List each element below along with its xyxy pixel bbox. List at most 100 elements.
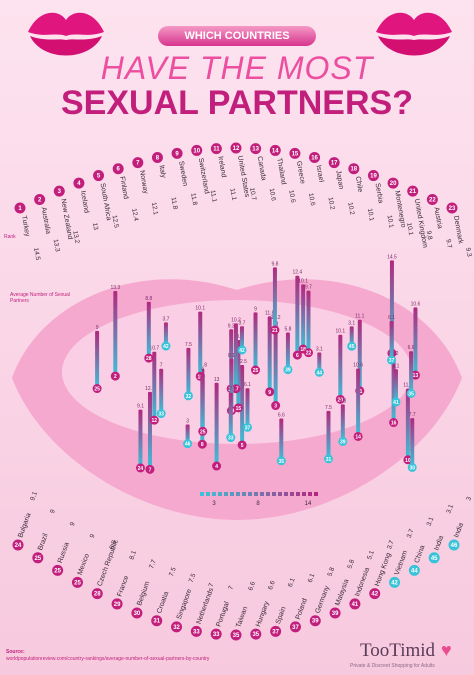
rank-badge [309,615,321,627]
map-bar-rank: 8 [201,442,204,448]
map-bar-rect [405,388,410,460]
map-bar-badge [335,394,345,404]
value-label: 11.1 [209,190,218,204]
map-bar-badge [226,433,236,443]
map-bar-badge [323,454,333,464]
country-label: Indonesia [354,567,371,598]
value-label: 10.2 [327,197,336,211]
map-bar-badge [347,341,357,351]
map-bar-rank: 37 [245,425,251,431]
scale-swatch [248,492,252,496]
rank-number: 11 [213,147,220,153]
value-label: 9 [69,521,77,527]
map-bar-rect [393,369,398,402]
top-entry: 19 Serbia 10.1 [367,170,395,229]
map-bar-badge [387,355,397,365]
rank-badge [349,598,361,610]
map-bar-rect [267,316,272,392]
rank-badge [14,202,26,214]
value-label: 5.1 [366,549,376,560]
title-line-1: HAVE THE MOST [100,50,374,86]
map-bar-value: 6.1 [244,382,251,388]
value-label: 13 [91,222,99,231]
map-bar-rect [295,275,300,356]
map-bar-value: 10.6 [411,301,421,307]
value-label: 10.7 [248,187,257,201]
country-label: Chile [354,176,364,193]
scale-swatch [296,492,300,496]
country-label: Thailand [275,158,287,186]
map-bar-badge [144,353,154,363]
country-label: Vietnam [394,550,409,577]
map-bar-value: 8.1 [228,353,235,359]
bottom-entry: 25 Mexico 9 [71,533,97,588]
map-bar-value: 8.8 [145,296,152,302]
top-entry: 11 Ireland 11.1 [210,143,237,201]
bottom-entry: 41 Indonesia 5.1 [349,549,376,610]
rank-badge [91,588,103,600]
average-label: Average Number of Sexual Partners [10,292,70,304]
country-label: Brazil [37,532,50,551]
rank-number: 35 [252,632,259,638]
rank-badge [230,629,242,641]
map-bar: 911.8 [265,310,275,397]
map-bar-value: 14.5 [387,254,397,260]
value-label: 7 [227,585,235,591]
map-bar-rank: 10 [405,458,411,464]
map-bar-rank: 25 [200,429,206,435]
map-bar-badge [407,462,417,472]
country-label: Germany [315,584,332,614]
rank-number: 39 [332,611,339,617]
bottom-entry: 25 Russia 9 [52,521,77,576]
map-bar-rect [389,321,394,361]
map-bar-rect [326,410,331,459]
country-label: Singapore [176,588,194,620]
map-bar: 327.5 [183,342,193,401]
map-bar: 395.8 [338,398,348,446]
map-bar: 712.1 [145,386,155,474]
map-bar-badge [283,365,293,375]
rank-number: 20 [390,181,397,187]
map-bar-rank: 33 [158,412,164,418]
rank-number: 6 [117,167,121,173]
map-bar-badge [271,401,281,411]
scale-tick-label: 3 [212,501,216,507]
country-label: Greece [295,161,306,185]
rank-number: 39 [312,619,319,625]
bottom-entry: 45 India 3.1 [428,503,455,564]
map-bar-rect [95,330,100,389]
rank-number: 31 [153,619,160,625]
map-bar: 612.4 [292,270,302,360]
scale-swatch [272,492,276,496]
rank-badge [210,143,222,155]
map-bar-badge [92,384,102,394]
value-label: 9.3 [464,247,473,257]
map-bar-rank: 42 [239,348,245,354]
top-entry: 18 Chile 10.1 [348,163,375,222]
source-url: worldpopulationreview.com/country-rankin… [6,656,210,662]
value-label: 10.6 [307,193,316,207]
map-bar-badge [156,409,166,419]
value-label: 7.5 [168,566,178,577]
bottom-entry: 44 China 3.1 [408,516,435,576]
map-bar-badge [233,403,243,413]
map-bar-badge [110,371,120,381]
map-bar-rank: 12 [152,418,158,424]
map-bar-value: 10.1 [298,278,308,284]
map-bar-rank: 2 [114,374,117,380]
map-bar-rect [163,322,168,347]
map-bar: 25 9 [251,306,261,375]
map-bar-value: 7 [229,387,232,393]
map-bar-value: 7.5 [325,405,332,411]
country-label: Austria [432,207,443,230]
map-bar-rank: 6 [296,353,299,359]
map-bar-rect [356,368,361,437]
rank-badge [407,185,419,197]
lipstick-kiss-right-icon [376,12,452,56]
rank-badge [270,625,282,637]
scale-swatch [206,492,210,496]
scale-swatch [242,492,246,496]
